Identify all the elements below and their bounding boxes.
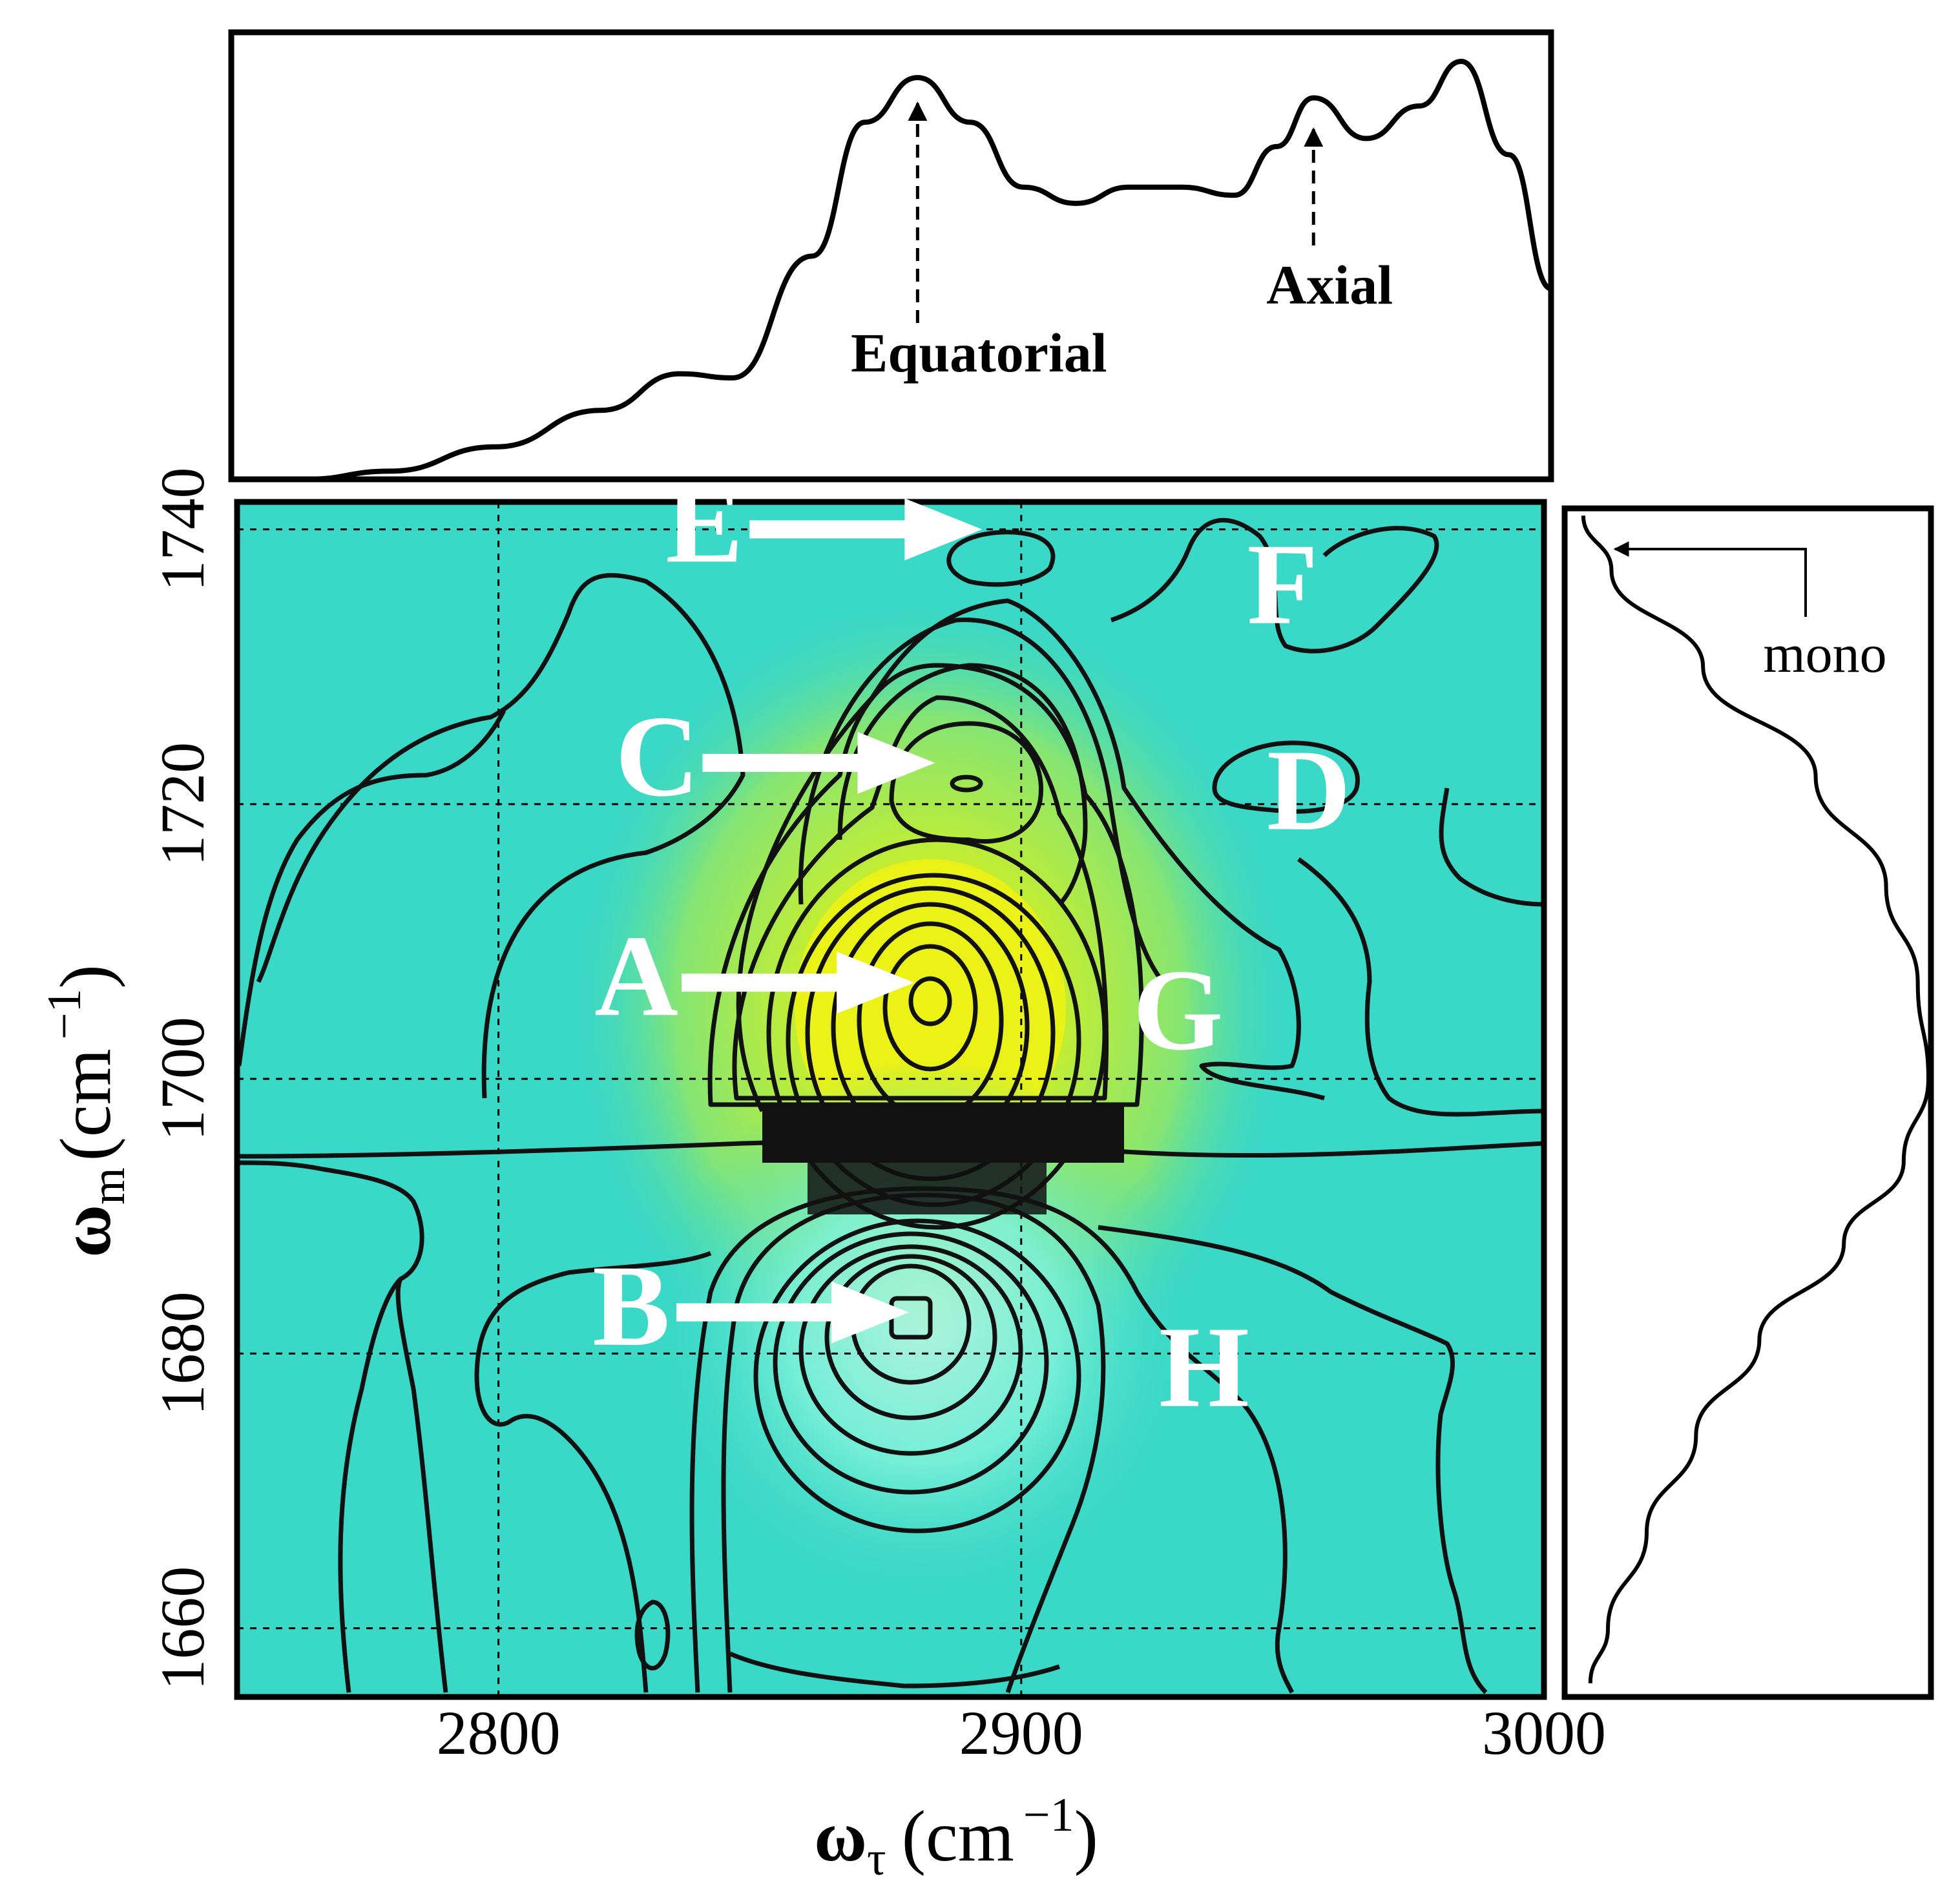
y-axis-exponent: −1 (38, 989, 91, 1040)
right-projection-panel: mono (1561, 505, 1934, 1700)
x-axis-close: ) (1074, 1796, 1098, 1877)
x-tick-label: 2900 (959, 1698, 1083, 1767)
contour-b-8 (689, 1186, 1295, 1694)
y-tick-label: 1720 (148, 742, 217, 866)
contour-b-4 (798, 1244, 1023, 1456)
contour-c-3 (837, 663, 1088, 906)
main-panel-frame (234, 499, 1547, 1700)
contour-c-2 (889, 721, 1043, 844)
contour-lines (237, 517, 1544, 1694)
y-axis-symbol: ω (46, 1205, 126, 1258)
y-axis-label: ωm (cm −1) (38, 964, 135, 1258)
peak-c: C (616, 692, 935, 820)
peak-label: D (1267, 726, 1351, 855)
peak-arrow-head (837, 952, 915, 1014)
x-axis-unit: (cm (902, 1796, 1014, 1877)
right-panel-frame (1561, 505, 1934, 1700)
zero-crossing-dense-band (762, 1105, 1124, 1163)
contour-left-top (237, 709, 506, 1066)
contour-c-4 (798, 618, 1165, 984)
equatorial-label: Equatorial (851, 322, 1107, 384)
contour-left-vertical-2 (395, 1278, 448, 1693)
peak-label: C (616, 692, 700, 820)
peak-e: E (665, 459, 983, 587)
peak-arrow-head (857, 732, 935, 795)
peak-arrow-head (831, 1281, 910, 1344)
x-axis-subscript: τ (867, 1833, 886, 1883)
contour-right-band (1297, 857, 1544, 1117)
axial-annotation: Axial (1266, 127, 1393, 316)
y-axis-unit: (cm (46, 1048, 126, 1161)
contour-right-edge (1439, 787, 1544, 907)
peak-label: G (1133, 946, 1224, 1074)
top-projection-line (305, 59, 1552, 482)
contour-small-island (634, 1599, 671, 1670)
peak-f: F (1247, 520, 1318, 649)
top-projection-panel: Equatorial Axial (228, 29, 1554, 483)
y-axis-close: ) (46, 964, 126, 988)
peak-arrow-head (904, 498, 983, 561)
y-tick-labels: 1660 1680 1700 1720 1740 (148, 468, 217, 1691)
contour-e-loop (946, 530, 1056, 587)
contour-a-8 (732, 695, 1109, 1101)
contour-a-9 (707, 663, 1144, 1107)
contour-a-1 (908, 976, 952, 1026)
contour-h-outer (1098, 1225, 1488, 1694)
mono-arrow (1613, 541, 1807, 617)
y-tick-label: 1680 (148, 1291, 217, 1415)
peak-label: E (665, 459, 743, 587)
x-tick-label: 2800 (437, 1698, 561, 1767)
mono-annotation: mono (1613, 541, 1887, 684)
peak-label: A (594, 911, 678, 1040)
contour-lower-left (474, 1251, 712, 1693)
contour-bottom-band (729, 1651, 1061, 1689)
peak-label: H (1159, 1303, 1249, 1431)
peak-d: D (1267, 726, 1351, 855)
contour-b-3 (824, 1254, 997, 1420)
x-tick-label: 3000 (1482, 1698, 1606, 1767)
peak-a: A (594, 911, 915, 1040)
x-axis-symbol: ω (814, 1796, 867, 1877)
contour-upper-right (1110, 517, 1439, 654)
y-axis-subscript: m (82, 1167, 135, 1205)
mono-label: mono (1763, 624, 1886, 684)
contour-upper-large (256, 573, 745, 1099)
contour-b-5 (773, 1231, 1049, 1495)
peak-label: F (1247, 520, 1318, 649)
contour-a-2 (882, 944, 978, 1072)
x-axis-exponent: −1 (1023, 1789, 1074, 1842)
contour-d-loop (1212, 740, 1360, 814)
y-tick-label: 1700 (148, 1017, 217, 1141)
x-tick-labels: 2800 2900 3000 (437, 1698, 1606, 1767)
contour-c-1 (950, 775, 983, 793)
contour-left-vertical-1 (238, 1160, 424, 1693)
y-tick-label: 1660 (148, 1566, 217, 1691)
main-2d-panel: A B C D E F G H 2800 2900 3000 1660 1680 1700 1720 17… (38, 459, 1606, 1883)
peak-h: H (1159, 1303, 1249, 1431)
peak-labels: A B C D E F G H (592, 459, 1351, 1431)
x-axis-label: ωτ (cm −1) (814, 1789, 1098, 1883)
peak-b: B (592, 1242, 910, 1370)
contour-b-7 (721, 1192, 1106, 1694)
peak-label: B (592, 1242, 670, 1370)
equatorial-annotation: Equatorial (851, 101, 1107, 384)
axial-label: Axial (1266, 254, 1393, 316)
contour-b-6 (753, 1218, 1081, 1534)
y-tick-label: 1740 (148, 468, 217, 592)
right-projection-line (1581, 515, 1930, 1683)
peak-g: G (1133, 946, 1224, 1074)
